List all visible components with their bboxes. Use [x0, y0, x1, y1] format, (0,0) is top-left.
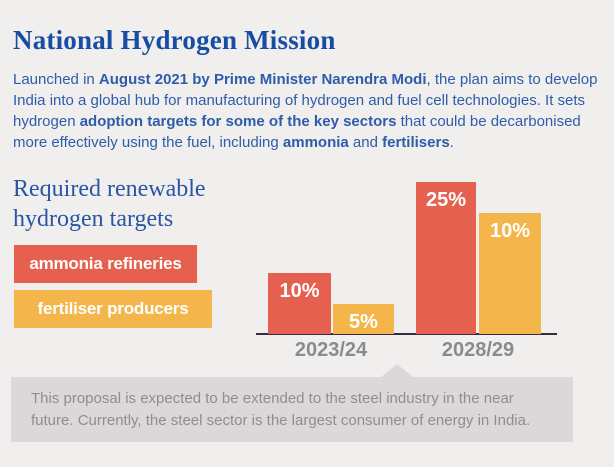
intro-text: and [348, 134, 383, 151]
intro-bold-text: ammonia [282, 134, 349, 151]
chart-section-heading: Required renewable hydrogen targets [13, 176, 206, 232]
bar-value-label: 10% [489, 220, 531, 242]
bar-fertiliser-2028-29: 10% [479, 213, 541, 334]
bar-fertiliser-2023-24: 5% [333, 304, 394, 334]
intro-text: , the plan aims to develop India into a … [13, 71, 598, 130]
footer-callout: This proposal is expected to be extended… [11, 377, 573, 442]
intro-text: Launched in [13, 71, 99, 88]
bar-ammonia-2023-24: 10% [268, 273, 331, 334]
category-label-2023-24: 2023/24 [294, 339, 368, 361]
callout-arrow-icon [380, 364, 414, 378]
legend-item-ammonia-refineries: ammonia refineries [14, 245, 197, 283]
legend-label-ammonia-refineries: ammonia refineries [29, 254, 182, 273]
bar-value-label: 10% [279, 280, 320, 302]
bar-chart: 10% 5% 2023/24 25% 10% 2028/29 [256, 160, 557, 366]
page-title: National Hydrogen Mission [13, 25, 336, 55]
footer-note: This proposal is expected to be extended… [31, 390, 531, 429]
bar-value-label: 5% [349, 311, 378, 333]
intro-text: that could be decarbonised more effectiv… [13, 113, 581, 151]
x-axis-line [256, 333, 557, 335]
intro-text: . [449, 134, 454, 151]
bar-ammonia-2028-29: 25% [416, 182, 476, 334]
intro-bold-text: adoption targets for some of the key sec… [79, 113, 397, 130]
intro-paragraph: Launched in August 2021 by Prime Ministe… [13, 69, 598, 153]
legend-item-fertiliser-producers: fertiliser producers [14, 290, 212, 328]
category-label-2028-29: 2028/29 [441, 339, 515, 361]
legend-label-fertiliser-producers: fertiliser producers [37, 299, 189, 318]
intro-bold-text: August 2021 by Prime Minister Narendra M… [98, 71, 427, 88]
bar-value-label: 25% [425, 189, 467, 211]
intro-bold-text: fertilisers [382, 134, 450, 151]
